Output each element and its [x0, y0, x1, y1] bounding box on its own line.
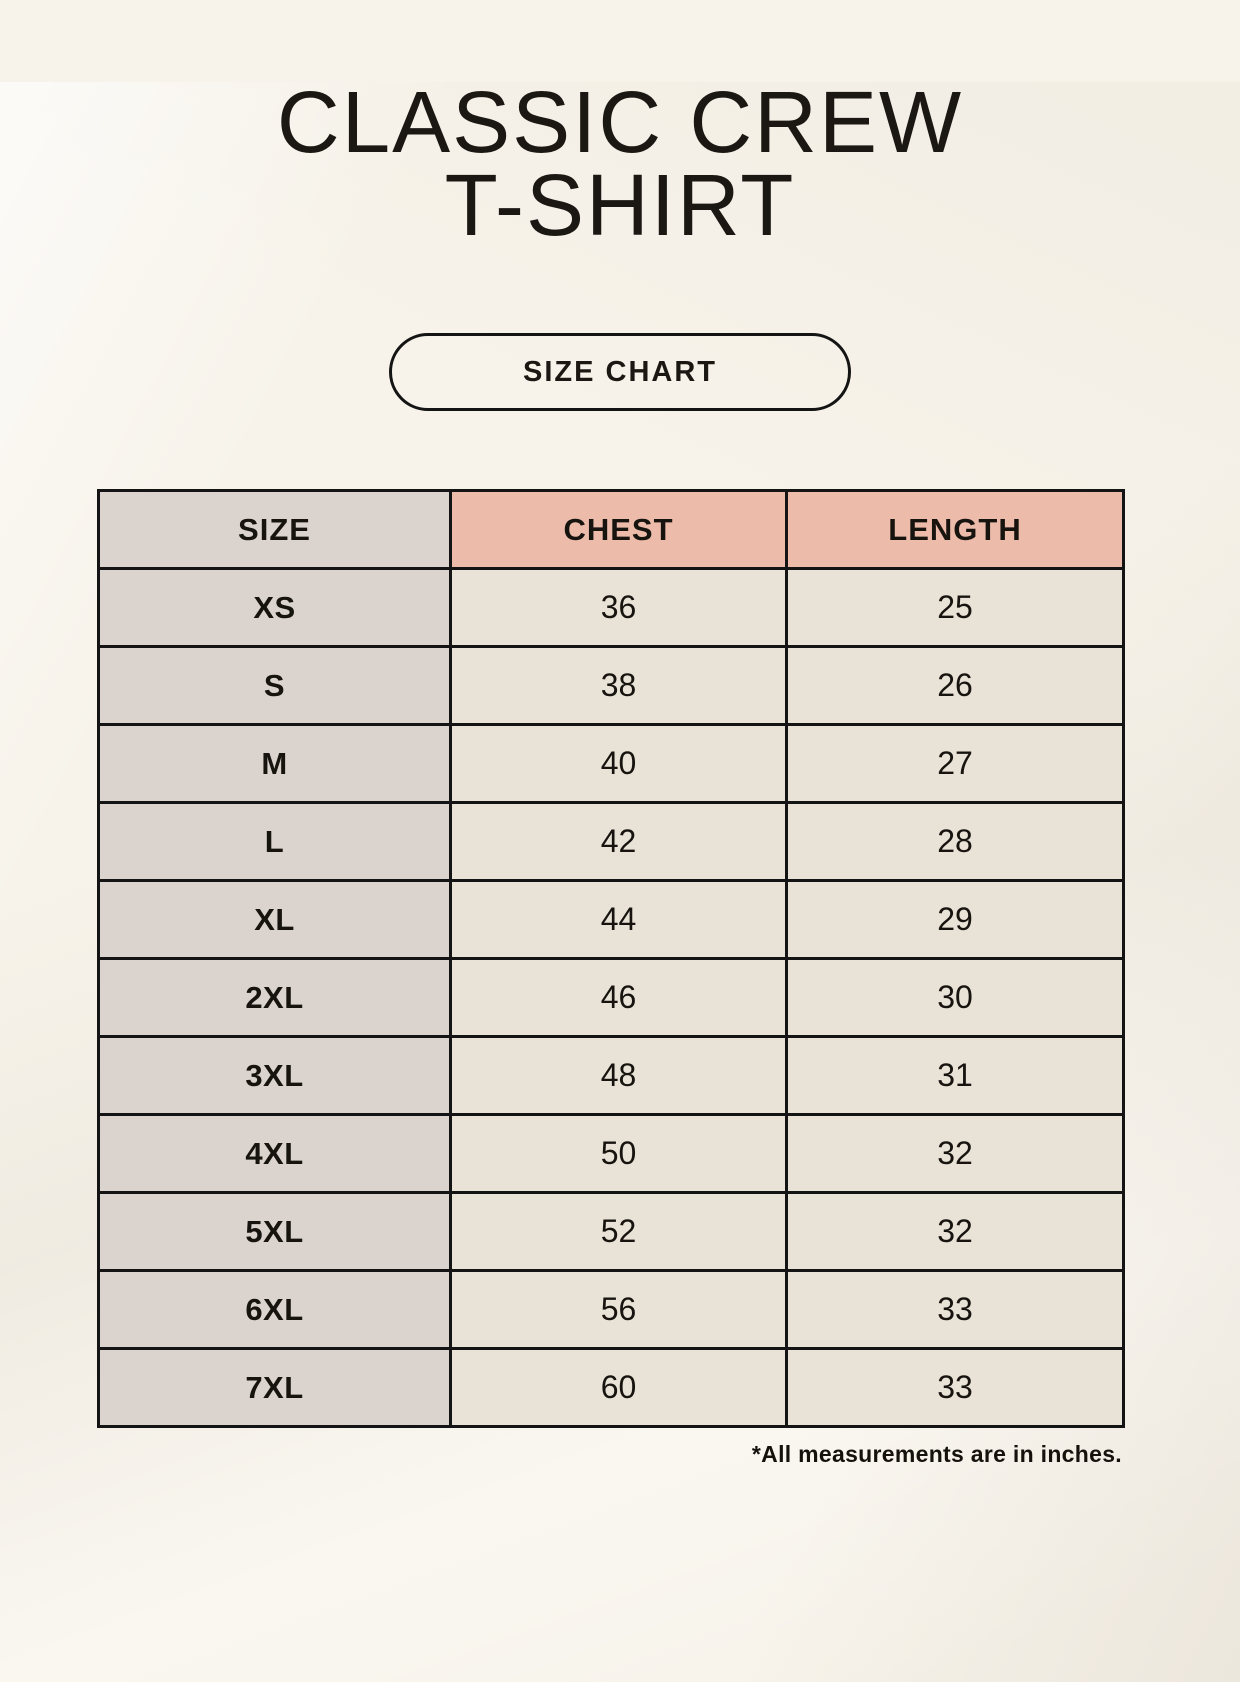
- size-label-cell: 2XL: [97, 957, 452, 1039]
- size-label-cell: S: [97, 645, 452, 727]
- size-table: SIZE CHEST LENGTH XS 36 25 S 38 26 M 40 27 L 42 28 X…: [97, 489, 1125, 1429]
- chest-value-cell: 38: [449, 645, 788, 727]
- chest-value-cell: 42: [449, 801, 788, 883]
- size-label-cell: L: [97, 801, 452, 883]
- table-row: L 42 28: [97, 801, 1125, 883]
- size-label-cell: M: [97, 723, 452, 805]
- table-row: XL 44 29: [97, 879, 1125, 961]
- chest-value-cell: 40: [449, 723, 788, 805]
- length-value-cell: 25: [785, 567, 1125, 649]
- chest-value-cell: 56: [449, 1269, 788, 1351]
- page-title-line2: T-SHIRT: [444, 156, 796, 254]
- size-chart-button[interactable]: SIZE CHART: [389, 333, 851, 412]
- size-label-cell: 4XL: [97, 1113, 452, 1195]
- column-header-size: SIZE: [97, 489, 452, 571]
- chest-value-cell: 52: [449, 1191, 788, 1273]
- length-value-cell: 32: [785, 1191, 1125, 1273]
- length-value-cell: 33: [785, 1269, 1125, 1351]
- chest-value-cell: 44: [449, 879, 788, 961]
- size-label-cell: 3XL: [97, 1035, 452, 1117]
- length-value-cell: 28: [785, 801, 1125, 883]
- table-row: S 38 26: [97, 645, 1125, 727]
- header-row: SIZE CHEST LENGTH: [97, 489, 1125, 571]
- column-header-length: LENGTH: [785, 489, 1125, 571]
- chest-value-cell: 36: [449, 567, 788, 649]
- length-value-cell: 32: [785, 1113, 1125, 1195]
- table-row: 5XL 52 32: [97, 1191, 1125, 1273]
- length-value-cell: 27: [785, 723, 1125, 805]
- size-table-body: XS 36 25 S 38 26 M 40 27 L 42 28 XL 44 29 2XL 46 30 3XL 48 3…: [97, 567, 1125, 1429]
- page-title: CLASSIC CREW T-SHIRT: [0, 74, 1240, 254]
- size-label-cell: 6XL: [97, 1269, 452, 1351]
- size-table-header: SIZE CHEST LENGTH: [97, 489, 1125, 571]
- table-row: 4XL 50 32: [97, 1113, 1125, 1195]
- length-value-cell: 31: [785, 1035, 1125, 1117]
- size-label-cell: XS: [97, 567, 452, 649]
- chest-value-cell: 60: [449, 1347, 788, 1429]
- table-row: 3XL 48 31: [97, 1035, 1125, 1117]
- table-row: 6XL 56 33: [97, 1269, 1125, 1351]
- table-row: 2XL 46 30: [97, 957, 1125, 1039]
- length-value-cell: 30: [785, 957, 1125, 1039]
- chest-value-cell: 46: [449, 957, 788, 1039]
- length-value-cell: 29: [785, 879, 1125, 961]
- table-row: XS 36 25: [97, 567, 1125, 649]
- chest-value-cell: 48: [449, 1035, 788, 1117]
- table-row: M 40 27: [97, 723, 1125, 805]
- chest-value-cell: 50: [449, 1113, 788, 1195]
- size-label-cell: 5XL: [97, 1191, 452, 1273]
- page-title-line1: CLASSIC CREW: [276, 74, 964, 171]
- length-value-cell: 33: [785, 1347, 1125, 1429]
- length-value-cell: 26: [785, 645, 1125, 727]
- table-row: 7XL 60 33: [97, 1347, 1125, 1429]
- size-label-cell: XL: [97, 879, 452, 961]
- column-header-chest: CHEST: [449, 489, 788, 571]
- size-label-cell: 7XL: [97, 1347, 452, 1429]
- measurements-footnote: *All measurements are in inches.: [751, 1441, 1122, 1468]
